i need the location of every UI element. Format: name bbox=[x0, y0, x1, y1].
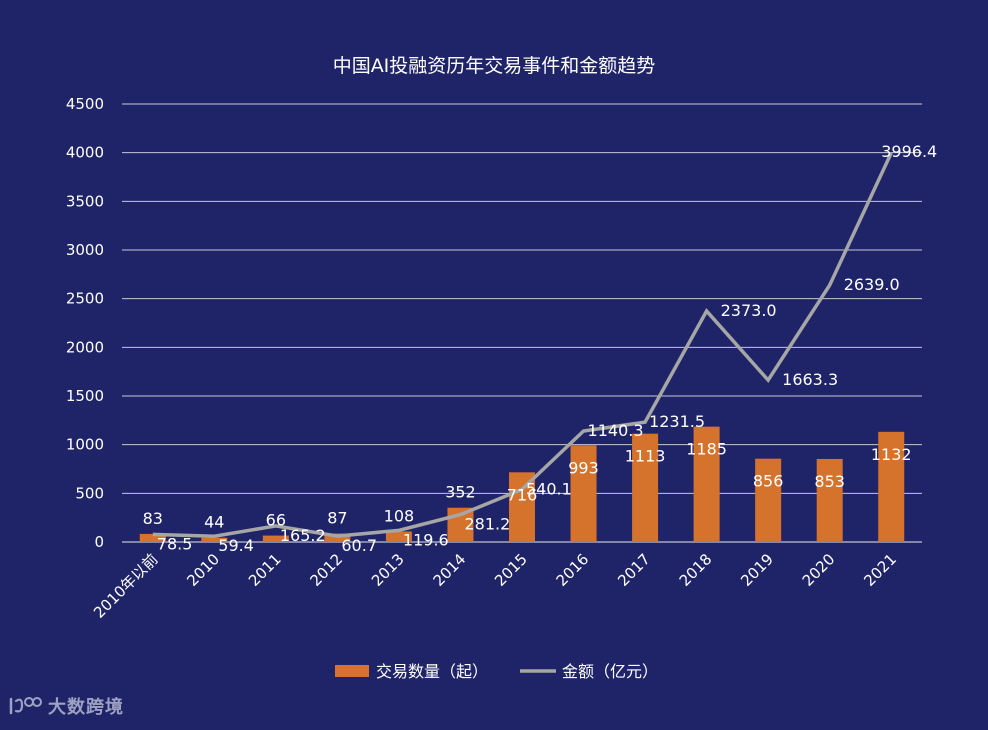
bar bbox=[570, 445, 597, 542]
data-labels: 83 44 66 87 108 352 716 993 1113 1185 856 853 1132 78… bbox=[143, 142, 938, 555]
legend: 交易数量（起） 金额（亿元） bbox=[335, 662, 658, 681]
y-tick-label: 1000 bbox=[66, 436, 104, 454]
x-tick-label: 2020 bbox=[799, 550, 839, 590]
bar bbox=[201, 537, 228, 542]
x-tick-label: 2012 bbox=[306, 550, 346, 590]
y-tick-label: 1500 bbox=[66, 387, 104, 405]
y-axis-ticks: 0 500 1000 1500 2000 2500 3000 3500 4000 4500 bbox=[66, 95, 104, 551]
x-tick-label: 2010 bbox=[183, 550, 223, 590]
legend-bar-swatch bbox=[335, 665, 369, 677]
bar-value-label: 108 bbox=[384, 506, 415, 525]
bar bbox=[693, 426, 720, 542]
line-value-label: 59.4 bbox=[218, 536, 254, 555]
legend-line-label: 金额（亿元） bbox=[562, 662, 658, 681]
bar-value-label: 993 bbox=[568, 458, 599, 477]
bar-value-label: 352 bbox=[445, 483, 476, 502]
bar-value-label: 853 bbox=[814, 472, 845, 491]
bar bbox=[632, 433, 659, 542]
bar-value-label: 1132 bbox=[871, 445, 912, 464]
line-value-label: 3996.4 bbox=[881, 142, 937, 161]
x-tick-label: 2021 bbox=[860, 550, 900, 590]
bar bbox=[385, 531, 412, 542]
y-tick-label: 3500 bbox=[66, 192, 104, 210]
line-value-label: 2639.0 bbox=[844, 275, 900, 294]
bar bbox=[509, 472, 535, 542]
bar-value-label: 1185 bbox=[686, 440, 727, 459]
x-tick-label: 2010年以前 bbox=[90, 550, 162, 622]
watermark-text: 大数跨境 bbox=[48, 697, 124, 718]
x-tick-label: 2018 bbox=[676, 550, 716, 590]
y-tick-label: 4500 bbox=[66, 95, 104, 113]
line-value-label: 281.2 bbox=[464, 515, 510, 534]
legend-bar-label: 交易数量（起） bbox=[376, 662, 488, 681]
y-tick-label: 3000 bbox=[66, 241, 104, 259]
x-axis-ticks: 2010年以前 2010 2011 2012 2013 2014 2015 2016 2017 2… bbox=[90, 550, 900, 622]
y-tick-label: 0 bbox=[94, 533, 104, 551]
y-tick-label: 2500 bbox=[66, 290, 104, 308]
x-tick-label: 2011 bbox=[245, 550, 285, 590]
bar bbox=[878, 431, 905, 542]
line-value-label: 165.2 bbox=[280, 526, 326, 545]
x-tick-label: 2015 bbox=[491, 550, 531, 590]
bar bbox=[816, 458, 843, 542]
bar-value-label: 66 bbox=[266, 511, 286, 530]
bar bbox=[262, 535, 289, 542]
bar-value-label: 83 bbox=[143, 509, 163, 528]
grid-lines bbox=[122, 103, 922, 543]
chart-title: 中国AI投融资历年交易事件和金额趋势 bbox=[333, 55, 656, 77]
bar-value-label: 716 bbox=[507, 485, 538, 504]
line-value-label: 2373.0 bbox=[721, 301, 777, 320]
bar-value-label: 1113 bbox=[625, 447, 666, 466]
x-tick-label: 2017 bbox=[614, 550, 654, 590]
line-value-label: 1231.5 bbox=[649, 412, 705, 431]
line-value-label: 1663.3 bbox=[782, 370, 838, 389]
bar-value-label: 87 bbox=[327, 509, 347, 528]
watermark: 大数跨境 bbox=[8, 690, 124, 722]
line-series bbox=[152, 152, 893, 538]
x-tick-label: 2014 bbox=[430, 550, 470, 590]
line-value-label: 119.6 bbox=[403, 530, 449, 549]
y-tick-label: 500 bbox=[75, 484, 104, 502]
x-tick-label: 2016 bbox=[553, 550, 593, 590]
line-value-label: 540.1 bbox=[526, 479, 572, 498]
bar-value-label: 856 bbox=[753, 472, 784, 491]
x-tick-label: 2013 bbox=[368, 550, 408, 590]
line-value-label: 1140.3 bbox=[588, 421, 644, 440]
line-value-label: 78.5 bbox=[157, 534, 193, 553]
bar bbox=[755, 458, 782, 542]
line-path bbox=[152, 152, 893, 538]
logo-icon bbox=[9, 697, 42, 715]
y-tick-label: 2000 bbox=[66, 338, 104, 356]
bar bbox=[139, 533, 166, 542]
line-value-label: 60.7 bbox=[341, 536, 377, 555]
y-tick-label: 4000 bbox=[66, 144, 104, 162]
x-tick-label: 2019 bbox=[737, 550, 777, 590]
bar-value-label: 44 bbox=[204, 513, 224, 532]
